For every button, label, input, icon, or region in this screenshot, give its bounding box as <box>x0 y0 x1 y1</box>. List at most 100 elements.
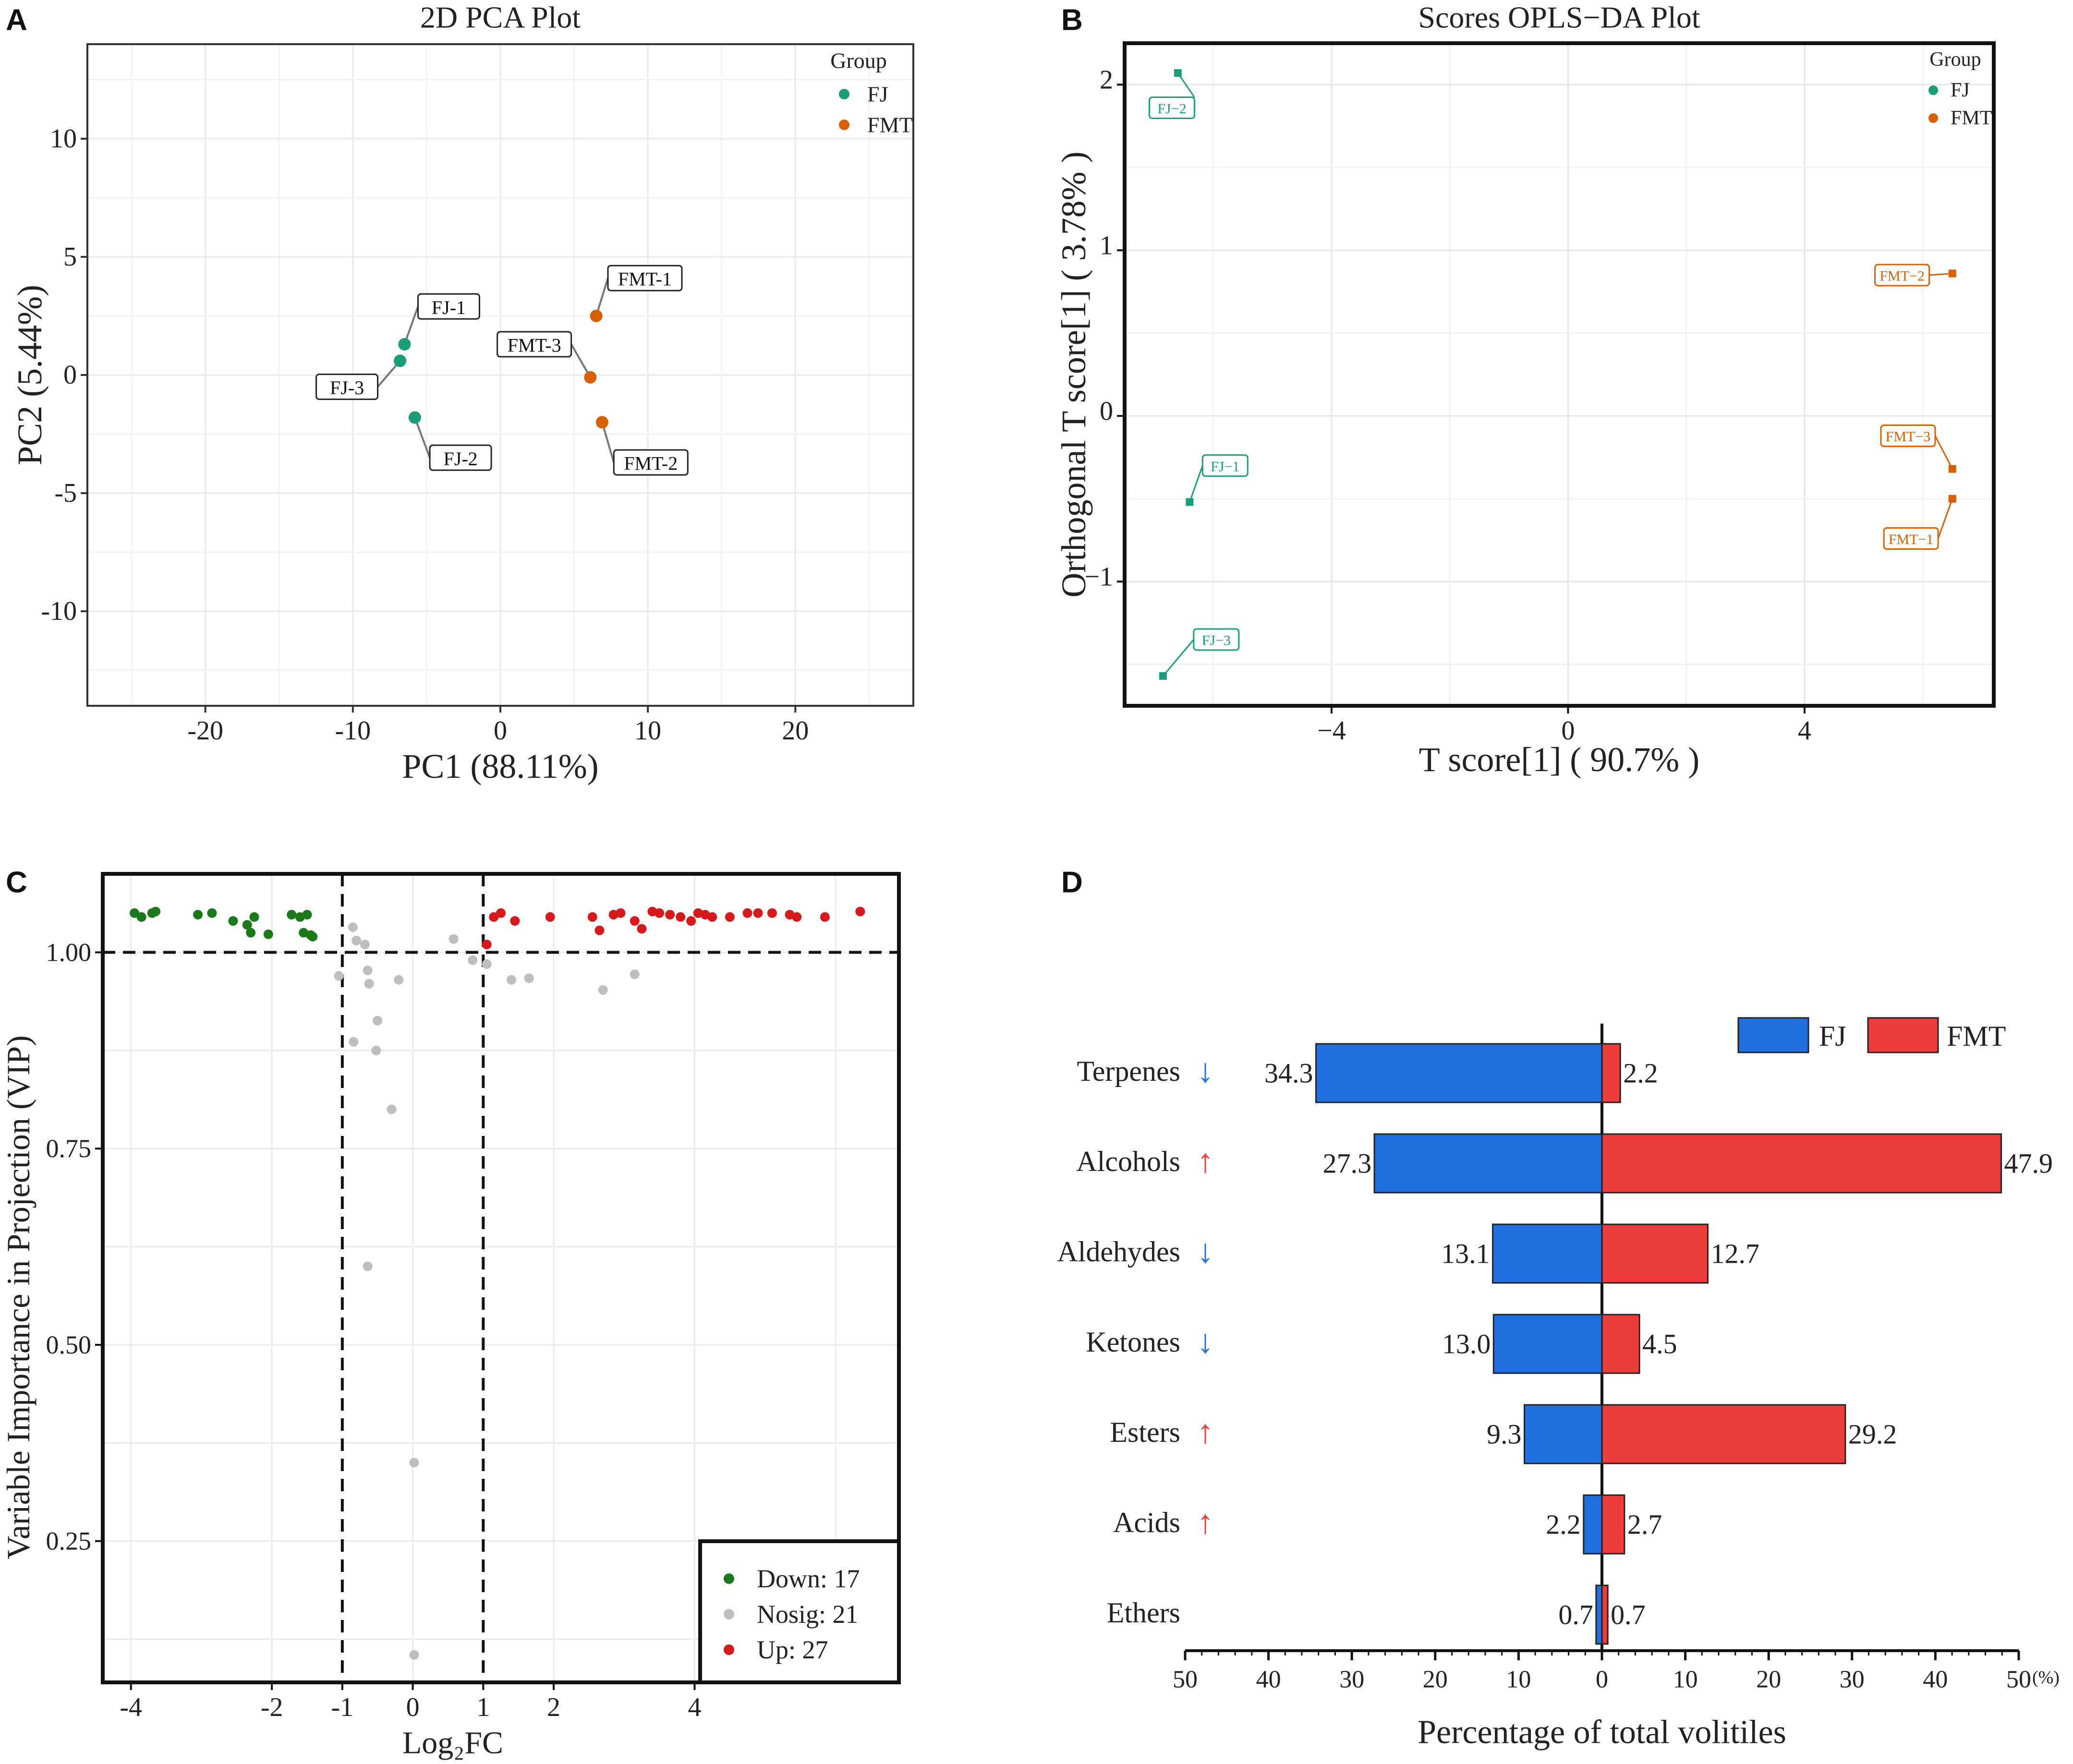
label-leader-line <box>1189 465 1203 503</box>
vip-point-up <box>594 925 605 935</box>
vip-point-up <box>707 912 717 922</box>
trend-arrow-up: ↑ <box>1197 1504 1214 1541</box>
x-tick-label: 10 <box>1673 1666 1698 1693</box>
chart-title-a: 2D PCA Plot <box>420 0 581 35</box>
value-label-fj: 13.0 <box>1442 1329 1491 1360</box>
x-tick-label: 50 <box>2006 1666 2031 1693</box>
category-label: Terpenes <box>1077 1055 1180 1087</box>
vip-point-up <box>655 908 665 918</box>
sample-label-box <box>1193 628 1240 651</box>
panel-letter-b: B <box>1061 4 1083 37</box>
trend-arrow-down: ↓ <box>1197 1053 1214 1090</box>
legend-swatch-fj <box>1737 1017 1809 1053</box>
y-tick-label: -10 <box>41 596 77 626</box>
sample-point <box>1948 495 1956 503</box>
sample-point <box>584 371 597 384</box>
vip-point-nosig <box>630 969 640 979</box>
trend-arrow-down: ↓ <box>1197 1233 1214 1270</box>
bar-fj <box>1315 1043 1603 1103</box>
vip-point-nosig <box>371 1045 381 1055</box>
vip-point-up <box>725 912 735 922</box>
sample-point <box>1159 672 1167 680</box>
label-leader-line <box>1929 273 1952 276</box>
sample-label-box <box>1883 527 1939 550</box>
value-label-fj: 27.3 <box>1323 1148 1372 1179</box>
sample-point <box>595 416 608 429</box>
vip-point-up <box>686 916 696 926</box>
x-tick-label: 40 <box>1256 1666 1281 1693</box>
sample-label-box <box>429 444 492 471</box>
legend-label: FJ <box>1819 1020 1846 1052</box>
vip-point-down <box>308 931 318 942</box>
value-label-fmt: 0.7 <box>1611 1599 1646 1631</box>
vip-point-nosig <box>468 955 478 965</box>
bar-fmt <box>1601 1223 1709 1284</box>
y-tick-label: 0 <box>63 360 77 390</box>
legend-swatch-fmt <box>1867 1017 1939 1053</box>
vip-point-nosig <box>348 922 358 932</box>
panel-letter-d: D <box>1061 866 1083 899</box>
trend-arrow-up: ↑ <box>1197 1143 1214 1180</box>
x-tick-label: 30 <box>1840 1666 1865 1693</box>
x-tick-label: 20 <box>782 716 809 746</box>
category-label: Esters <box>1110 1416 1180 1448</box>
value-label-fmt: 29.2 <box>1848 1419 1897 1450</box>
y-axis-label-c: Variable Importance in Projection (VIP) <box>0 1035 36 1559</box>
sample-label-box <box>1874 264 1930 287</box>
value-label-fj: 13.1 <box>1441 1238 1490 1269</box>
vip-point-down <box>242 920 252 930</box>
value-label-fmt: 12.7 <box>1710 1238 1759 1269</box>
vip-point-up <box>742 908 752 918</box>
panel-letter-a: A <box>6 4 27 37</box>
x-axis-label-c: Log₂FC <box>402 1726 503 1761</box>
vip-point-down <box>193 910 203 920</box>
bar-fmt <box>1601 1584 1609 1645</box>
vip-point-nosig <box>524 973 534 983</box>
bar-fmt <box>1601 1043 1621 1103</box>
vip-point-down <box>228 916 238 926</box>
panel-c: C -4 -2 -1 0 1 2 4 1.00 0.75 0.50 0.25 Log₂FC Variabl… <box>0 866 901 1761</box>
x-axis-label-a: PC1 (88.11%) <box>402 747 598 785</box>
vip-point-up <box>489 912 499 922</box>
vip-point-up <box>676 912 686 922</box>
vip-point-up <box>587 912 597 922</box>
vip-point-nosig <box>598 985 608 995</box>
sample-label: FJ-3 <box>330 377 364 399</box>
x-axis-label-d: Percentage of total volitiles <box>1418 1714 1786 1751</box>
vip-point-up <box>665 910 675 920</box>
vip-point-nosig <box>363 1261 373 1271</box>
value-label-fmt: 2.2 <box>1623 1058 1658 1089</box>
bar-fj <box>1583 1494 1603 1555</box>
sample-label-box <box>315 374 379 400</box>
vip-point-nosig <box>364 979 374 989</box>
vip-point-down <box>302 910 312 920</box>
bar-fj <box>1492 1314 1603 1374</box>
x-tick-label: 0 <box>406 1692 420 1722</box>
vip-point-up <box>510 916 520 926</box>
label-leader-line <box>1162 639 1194 677</box>
y-axis-label-b: Orthogonal T score[1] ( 3.78% ) <box>1055 151 1093 597</box>
plot-frame-b <box>1123 41 1996 708</box>
y-tick-label: 0.75 <box>46 1134 92 1163</box>
y-tick-label: −1 <box>1084 562 1113 592</box>
panel-letter-c: C <box>6 866 27 899</box>
y-tick-label: 1.00 <box>46 938 92 967</box>
vip-point-nosig <box>373 1015 383 1026</box>
x-tick-label: 4 <box>1798 716 1811 746</box>
legend-label: FMT <box>1947 1020 2006 1052</box>
vip-point-down <box>287 910 297 920</box>
sample-point <box>1174 69 1182 77</box>
unit-label: (%) <box>2032 1667 2060 1688</box>
trend-arrow-down: ↓ <box>1197 1324 1214 1361</box>
vip-point-nosig <box>334 971 344 981</box>
sample-label: FJ-1 <box>432 297 466 318</box>
sample-label: FMT−2 <box>1879 268 1925 284</box>
sample-label-box <box>1149 97 1196 120</box>
y-axis-label-a: PC2 (5.44%) <box>11 285 49 465</box>
value-label-fmt: 4.5 <box>1642 1329 1677 1360</box>
x-tick-label: 40 <box>1923 1666 1948 1693</box>
vip-point-up <box>855 906 865 917</box>
sample-label: FJ-2 <box>444 448 478 470</box>
plot-frame-c <box>101 872 901 1684</box>
label-leader-line <box>403 306 419 345</box>
